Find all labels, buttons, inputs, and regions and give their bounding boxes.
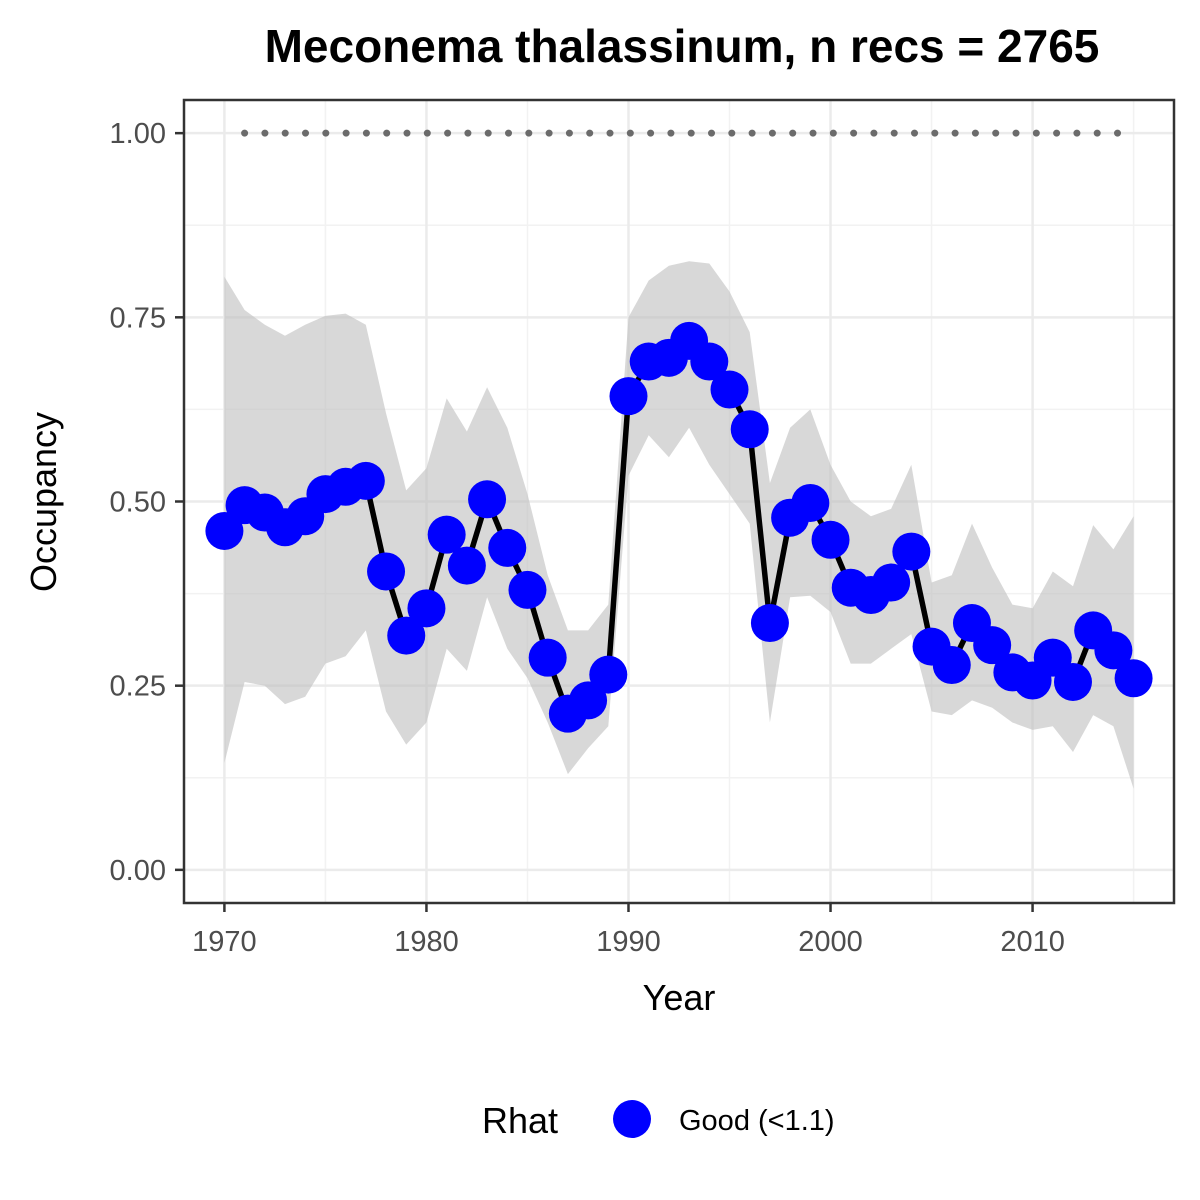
data-point-1986 bbox=[529, 639, 567, 677]
data-point-1996 bbox=[731, 410, 769, 448]
data-point-1985 bbox=[508, 571, 546, 609]
data-point-1997 bbox=[751, 604, 789, 642]
data-point-1989 bbox=[589, 656, 627, 694]
data-point-1978 bbox=[367, 552, 405, 590]
y-tick-label: 0.50 bbox=[110, 487, 166, 519]
data-point-1983 bbox=[468, 480, 506, 518]
data-point-1980 bbox=[407, 589, 445, 627]
data-point-2004 bbox=[892, 533, 930, 571]
x-tick-label: 2000 bbox=[798, 926, 863, 958]
legend-key-good bbox=[613, 1100, 651, 1138]
data-point-2006 bbox=[933, 646, 971, 684]
y-tick-label: 0.25 bbox=[110, 671, 166, 703]
y-tick-label: 0.75 bbox=[110, 302, 166, 334]
x-tick-label: 2010 bbox=[1000, 926, 1065, 958]
data-point-1995 bbox=[711, 371, 749, 409]
legend-label-good: Good (<1.1) bbox=[679, 1105, 835, 1137]
data-point-2015 bbox=[1115, 659, 1153, 697]
data-point-1982 bbox=[448, 547, 486, 585]
data-point-1977 bbox=[347, 462, 385, 500]
chart-title: Meconema thalassinum, n recs = 2765 bbox=[265, 20, 1100, 72]
x-axis-ticks: 1970 1980 1990 2000 2010 bbox=[192, 903, 1065, 958]
y-axis-ticks: 0.00 0.25 0.50 0.75 1.00 bbox=[110, 118, 184, 887]
x-tick-label: 1970 bbox=[192, 926, 257, 958]
data-point-2000 bbox=[812, 521, 850, 559]
y-axis-label: Occupancy bbox=[23, 412, 64, 592]
legend: Rhat Good (<1.1) bbox=[482, 1100, 835, 1141]
data-point-1990 bbox=[609, 377, 647, 415]
plot-panel bbox=[184, 100, 1174, 903]
data-point-1999 bbox=[791, 484, 829, 522]
data-point-2012 bbox=[1054, 663, 1092, 701]
legend-title: Rhat bbox=[482, 1100, 558, 1141]
data-point-1984 bbox=[488, 529, 526, 567]
x-tick-label: 1990 bbox=[596, 926, 661, 958]
y-tick-label: 0.00 bbox=[110, 855, 166, 887]
y-tick-label: 1.00 bbox=[110, 118, 166, 150]
x-axis-label: Year bbox=[643, 977, 716, 1018]
x-tick-label: 1980 bbox=[394, 926, 459, 958]
